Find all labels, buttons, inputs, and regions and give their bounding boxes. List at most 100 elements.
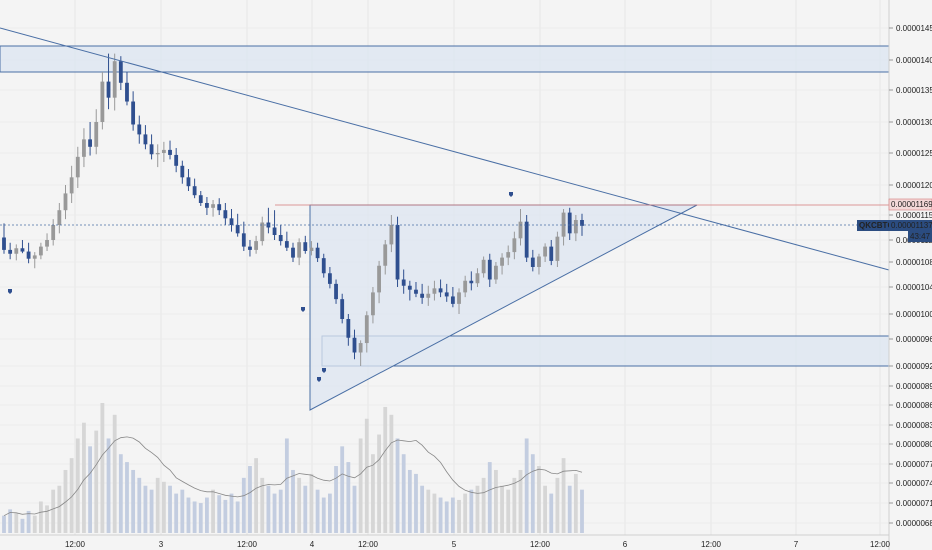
candle-body bbox=[457, 292, 461, 304]
volume-bar bbox=[537, 466, 541, 533]
volume-bar bbox=[401, 454, 406, 533]
candle-body bbox=[272, 227, 277, 235]
candle-body bbox=[284, 241, 289, 248]
trade-marker bbox=[301, 307, 305, 312]
volume-bar bbox=[149, 489, 154, 533]
zones bbox=[0, 45, 890, 411]
volume-bar bbox=[321, 497, 326, 533]
time-tick-label: 12:00 bbox=[530, 540, 551, 549]
candle-body bbox=[500, 257, 504, 266]
volume-bar bbox=[487, 462, 492, 533]
supply-zone bbox=[0, 45, 890, 73]
candle-body bbox=[161, 149, 166, 153]
candle-body bbox=[278, 235, 283, 242]
volume-bar bbox=[469, 489, 474, 533]
time-tick-label: 12:00 bbox=[701, 540, 722, 549]
volume-bar bbox=[334, 466, 338, 533]
volume-bar bbox=[94, 430, 99, 533]
volume-ma-line bbox=[3, 436, 583, 517]
volume-bar bbox=[420, 485, 425, 533]
volume-bar bbox=[284, 438, 289, 533]
candle-body bbox=[88, 139, 92, 147]
candle-body bbox=[248, 246, 252, 250]
candle-body bbox=[38, 246, 43, 256]
volume-bar bbox=[20, 518, 25, 533]
volume-bar bbox=[260, 477, 265, 533]
volume-bar bbox=[57, 485, 62, 533]
symbol-tag bbox=[857, 220, 889, 231]
candle-body bbox=[14, 248, 19, 254]
volume-bar bbox=[32, 515, 37, 533]
candle-body bbox=[211, 204, 215, 208]
volume-bar bbox=[131, 469, 136, 533]
time-axis[interactable]: 12:00 3 12:00 4 12:00 5 12:00 6 12:00 7 12:00 bbox=[0, 534, 891, 549]
price-tick-label: 0.00000680 bbox=[896, 519, 932, 528]
volume-bar bbox=[192, 501, 197, 533]
candle-body bbox=[389, 225, 394, 245]
candle-body bbox=[518, 221, 523, 239]
candle-body bbox=[432, 288, 437, 294]
volume-bar bbox=[118, 454, 123, 533]
candle-body bbox=[494, 265, 498, 280]
candle-body bbox=[420, 293, 425, 298]
trade-marker bbox=[322, 368, 326, 373]
candle-body bbox=[358, 343, 363, 353]
time-tick-label: 12:00 bbox=[65, 540, 86, 549]
candle-body bbox=[573, 220, 578, 234]
last-price-text: 0.00001137 bbox=[891, 221, 932, 230]
time-tick-label: 6 bbox=[623, 540, 628, 549]
volume-bar bbox=[475, 485, 480, 533]
volume-bar bbox=[155, 477, 160, 533]
candle-body bbox=[229, 218, 234, 225]
candle-body bbox=[340, 299, 345, 319]
time-tick-label: 5 bbox=[452, 540, 457, 549]
candle-body bbox=[555, 236, 560, 261]
candle-body bbox=[57, 210, 62, 225]
volume-bar bbox=[2, 515, 6, 533]
volume-bar bbox=[75, 438, 80, 533]
candle-body bbox=[469, 280, 474, 284]
volume-bar bbox=[327, 493, 332, 533]
volume-bar bbox=[573, 473, 578, 533]
time-tick-label: 4 bbox=[310, 540, 315, 549]
volume-bar bbox=[211, 489, 215, 533]
volume-bar bbox=[561, 458, 566, 533]
candle-body bbox=[100, 81, 105, 122]
candle-body bbox=[530, 257, 535, 267]
candle-body bbox=[174, 154, 179, 166]
candle-body bbox=[118, 61, 123, 83]
volume-bar bbox=[63, 469, 68, 533]
candle-body bbox=[125, 82, 129, 102]
candle-body bbox=[32, 255, 37, 259]
trade-marker bbox=[8, 289, 12, 294]
candle-body bbox=[463, 280, 468, 293]
volume-bar bbox=[438, 497, 443, 533]
candle-body bbox=[512, 238, 517, 253]
volume-bar bbox=[346, 462, 351, 533]
candle-body bbox=[8, 249, 13, 254]
candle-body bbox=[75, 156, 80, 178]
candle-body bbox=[364, 315, 369, 344]
candle-body bbox=[168, 149, 172, 155]
candle-body bbox=[223, 210, 228, 219]
volume-bar bbox=[383, 406, 388, 533]
volume-bar bbox=[315, 489, 320, 533]
candle-body bbox=[346, 319, 351, 338]
volume-bar bbox=[500, 485, 504, 533]
candle-body bbox=[254, 241, 259, 250]
time-tick-label: 12:00 bbox=[237, 540, 258, 549]
volume-bar bbox=[297, 477, 302, 533]
volume-bar bbox=[309, 473, 314, 533]
volume-bar bbox=[143, 485, 148, 533]
volume-bar bbox=[217, 495, 222, 533]
candle-body bbox=[537, 256, 541, 267]
